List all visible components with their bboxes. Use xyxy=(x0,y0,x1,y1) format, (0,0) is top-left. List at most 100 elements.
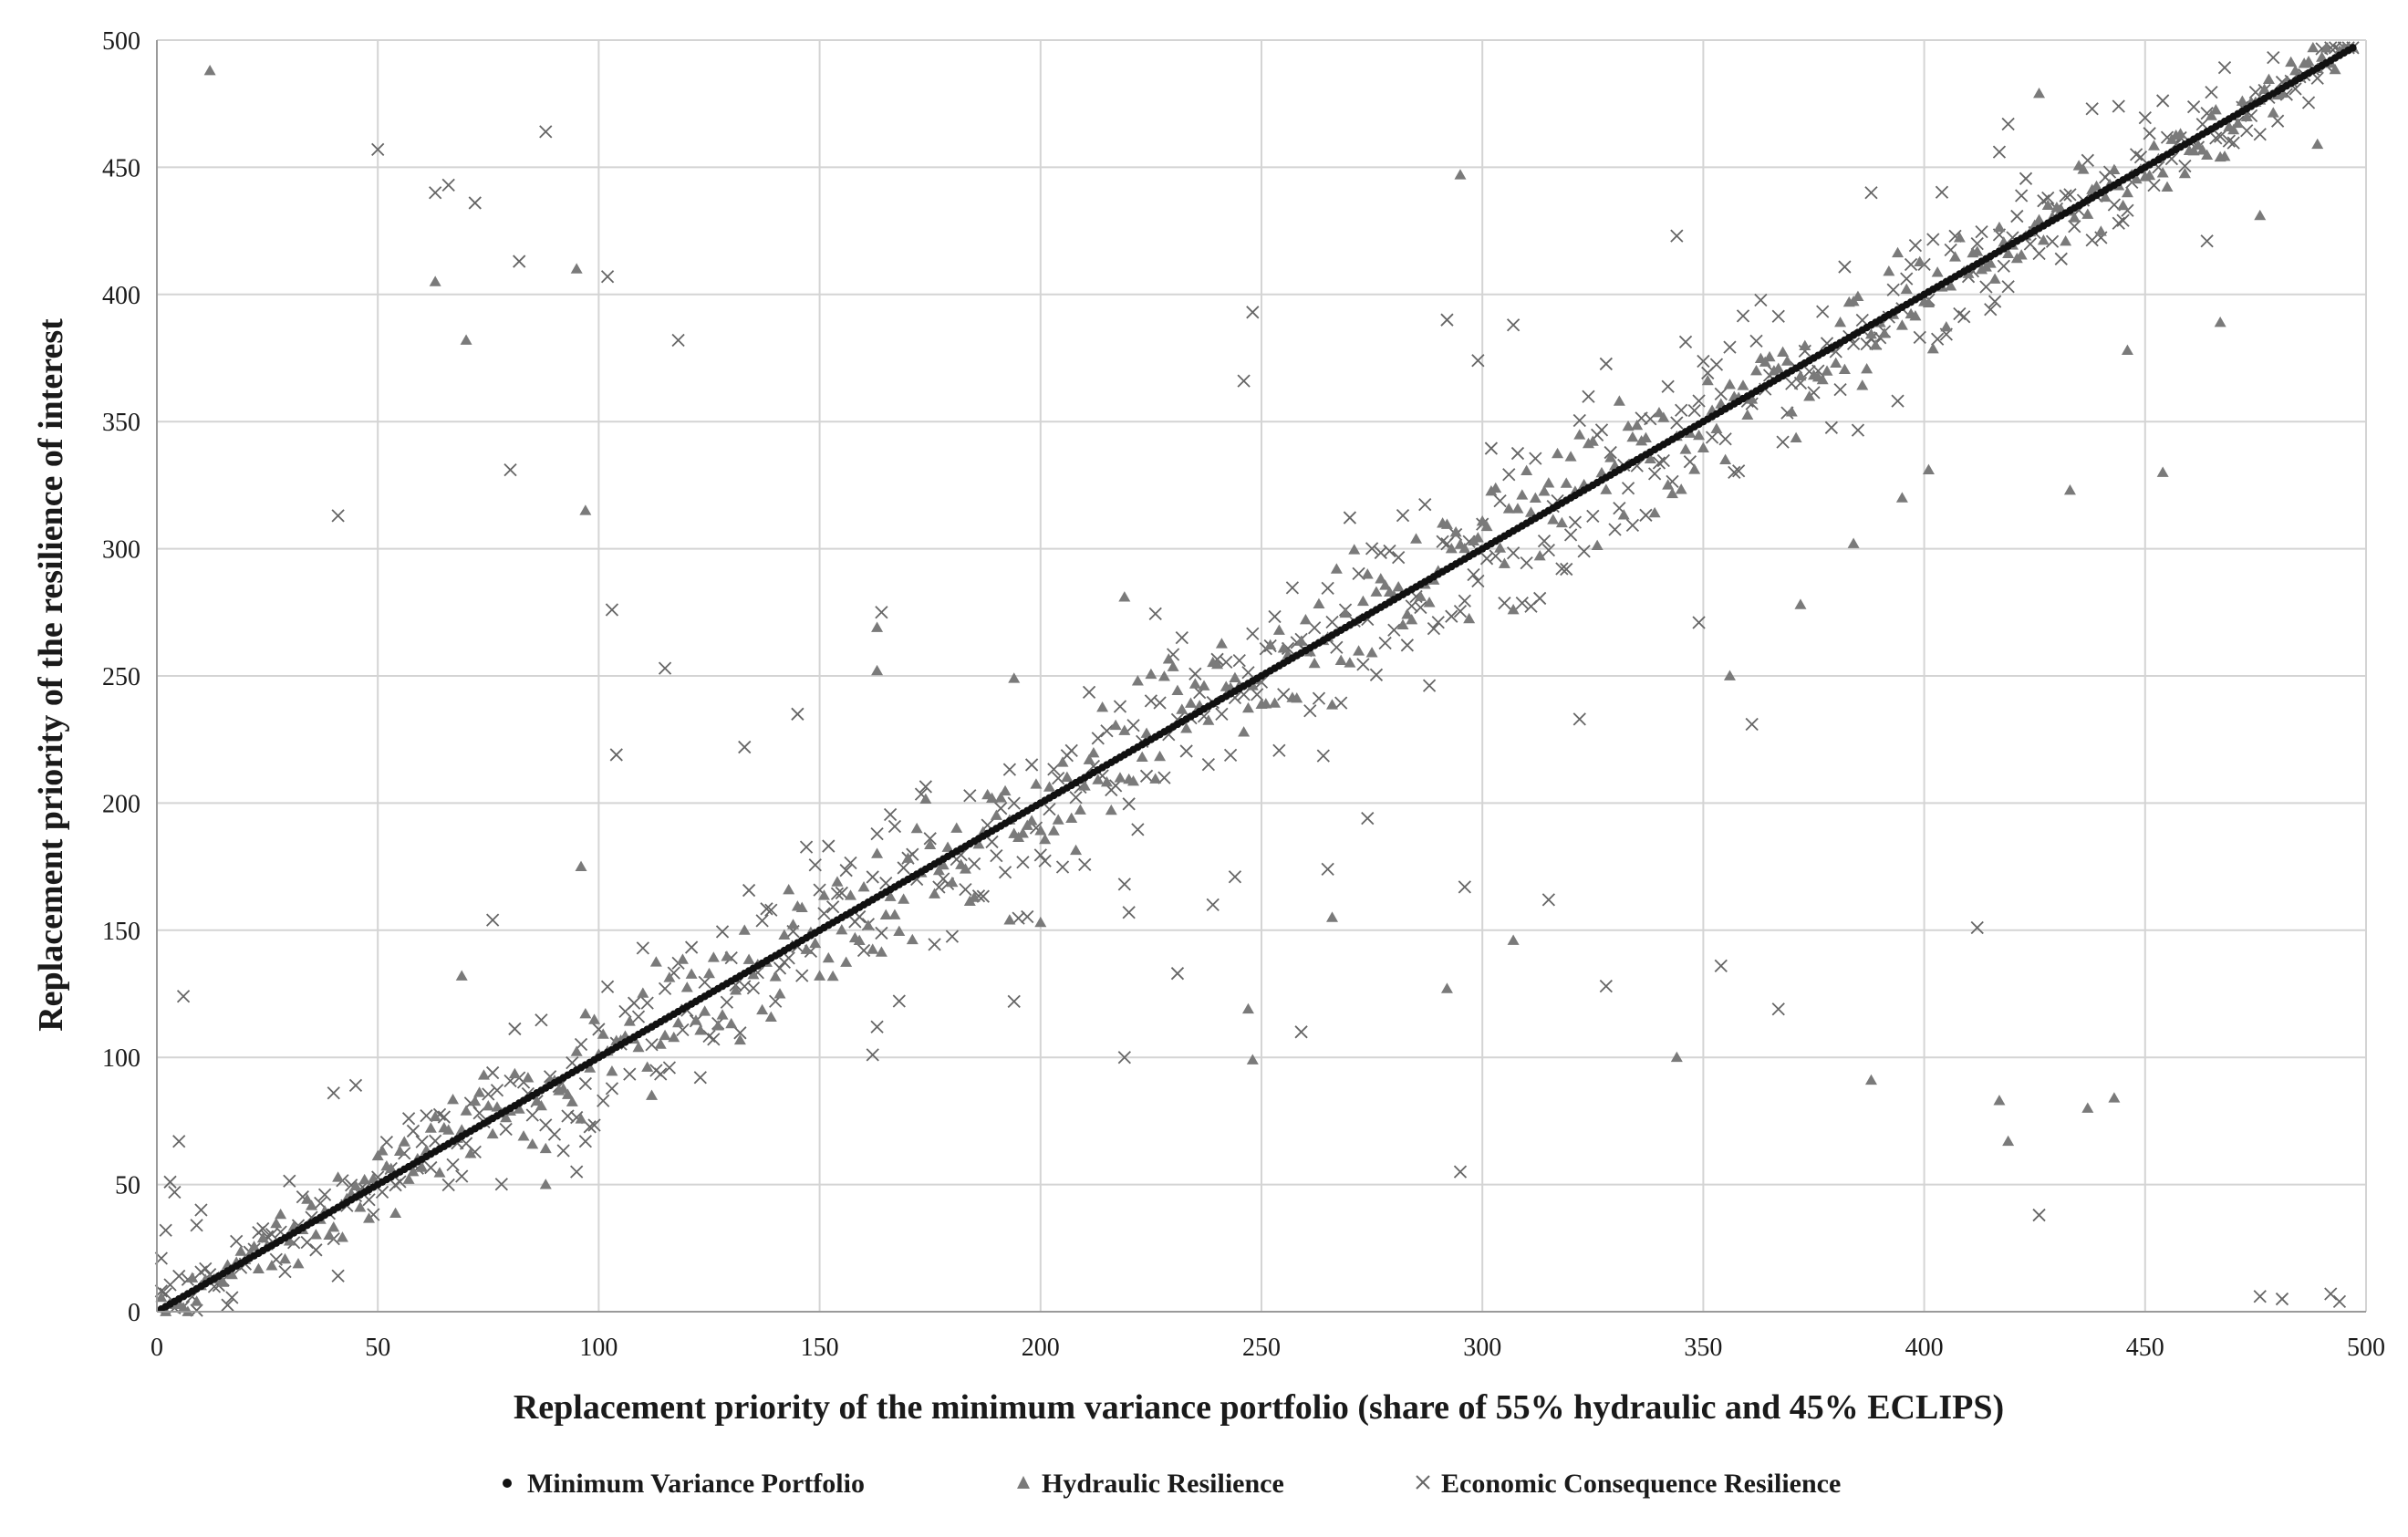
hydraulic-point xyxy=(1697,441,1709,453)
hydraulic-point xyxy=(2205,109,2217,120)
economic-point xyxy=(715,925,730,939)
hydraulic-point xyxy=(906,933,919,945)
hydraulic-point xyxy=(2329,63,2341,75)
hydraulic-point xyxy=(822,951,835,963)
hydraulic-point xyxy=(1334,654,1347,666)
hydraulic-point xyxy=(1291,692,1303,703)
economic-point xyxy=(875,606,888,619)
hydraulic-point xyxy=(358,1173,371,1185)
economic-point xyxy=(225,1291,239,1304)
hydraulic-point xyxy=(646,1089,659,1100)
hydraulic-point xyxy=(1542,477,1555,488)
hydraulic-point xyxy=(535,1099,547,1111)
hydraulic-point xyxy=(407,1165,420,1177)
economic-point xyxy=(1647,467,1662,481)
hydraulic-point xyxy=(867,943,879,954)
hydraulic-point xyxy=(826,970,839,981)
hydraulic-point xyxy=(1241,701,1254,713)
economic-point xyxy=(1498,597,1511,610)
hydraulic-point xyxy=(1984,257,1997,268)
hydraulic-point xyxy=(1476,514,1489,526)
economic-point xyxy=(2001,117,2015,131)
hydraulic-point xyxy=(1211,658,1224,670)
economic-point xyxy=(1506,318,1521,332)
hydraulic-point xyxy=(725,1017,738,1029)
economic-point xyxy=(2214,130,2227,143)
economic-point xyxy=(1082,685,1096,700)
hydraulic-point xyxy=(309,1229,322,1240)
hydraulic-point xyxy=(588,1013,601,1024)
hydraulic-point xyxy=(473,1086,486,1097)
hydraulic-point xyxy=(1171,684,1184,696)
economic-point xyxy=(2275,1292,2289,1306)
economic-point xyxy=(1970,237,1984,251)
hydraulic-point xyxy=(1047,825,1060,836)
economic-point xyxy=(1122,797,1136,811)
economic-point xyxy=(671,333,685,348)
hydraulic-point xyxy=(773,988,786,999)
hydraulic-point xyxy=(853,934,866,945)
economic-point xyxy=(1330,640,1344,654)
economic-point xyxy=(1064,743,1078,758)
economic-point xyxy=(1537,535,1552,548)
series-minimum-variance-portfolio xyxy=(157,44,2357,1314)
hydraulic-point xyxy=(2267,107,2279,118)
hydraulic-point xyxy=(1070,844,1083,856)
economic-point xyxy=(1303,704,1317,718)
economic-point xyxy=(1091,732,1105,745)
x-axis-title: Replacement priority of the minimum vari… xyxy=(514,1388,2004,1427)
hydraulic-point xyxy=(389,1207,402,1218)
economic-point xyxy=(897,861,910,875)
economic-point xyxy=(1453,605,1468,618)
hydraulic-point xyxy=(1547,514,1560,524)
economic-point xyxy=(2205,85,2218,99)
economic-point xyxy=(870,826,884,841)
economic-point xyxy=(1294,1025,1308,1039)
hydraulic-point xyxy=(1962,267,1975,278)
economic-point xyxy=(1325,615,1339,629)
economic-point xyxy=(1776,435,1790,449)
hydraulic-point xyxy=(990,809,1002,820)
economic-point xyxy=(1268,609,1282,624)
economic-point xyxy=(406,1124,420,1138)
hydraulic-point xyxy=(1785,406,1798,417)
hydraulic-point xyxy=(234,1245,247,1256)
economic-point xyxy=(830,887,845,900)
hydraulic-point xyxy=(1864,1074,1877,1085)
hydraulic-point xyxy=(924,838,937,849)
economic-point xyxy=(1016,856,1030,869)
hydraulic-point xyxy=(570,1045,583,1056)
economic-point xyxy=(221,1298,234,1312)
hydraulic-point xyxy=(1167,660,1179,671)
hydraulic-point xyxy=(1215,638,1228,649)
hydraulic-point xyxy=(1909,309,1922,321)
hydraulic-point xyxy=(477,1069,490,1080)
economic-point xyxy=(817,907,831,920)
economic-point xyxy=(1997,259,2010,273)
hydraulic-point xyxy=(1277,642,1290,653)
hydraulic-point xyxy=(831,876,844,887)
economic-point xyxy=(1321,862,1334,877)
hydraulic-point xyxy=(738,924,751,935)
economic-point xyxy=(578,1135,593,1148)
hydraulic-point xyxy=(575,860,587,871)
hydraulic-point xyxy=(1176,703,1188,714)
hydraulic-point xyxy=(522,1072,535,1083)
hydraulic-point xyxy=(1869,339,1882,350)
hydraulic-point xyxy=(2108,1092,2121,1103)
hydraulic-point xyxy=(787,919,800,929)
hydraulic-point xyxy=(1326,699,1339,710)
economic-point xyxy=(1220,655,1233,670)
hydraulic-point xyxy=(2077,163,2090,174)
economic-point xyxy=(968,857,981,871)
economic-point xyxy=(2063,188,2077,202)
hydraulic-point xyxy=(711,1020,724,1031)
hydraulic-point xyxy=(1471,532,1484,543)
hydraulic-point xyxy=(1043,781,1055,792)
hydraulic-point xyxy=(1052,814,1064,825)
hydraulic-point xyxy=(2178,167,2191,179)
hydraulic-point xyxy=(1852,290,1864,302)
hydraulic-point xyxy=(486,1127,499,1139)
economic-point xyxy=(839,864,853,878)
hydraulic-point xyxy=(1780,355,1793,366)
